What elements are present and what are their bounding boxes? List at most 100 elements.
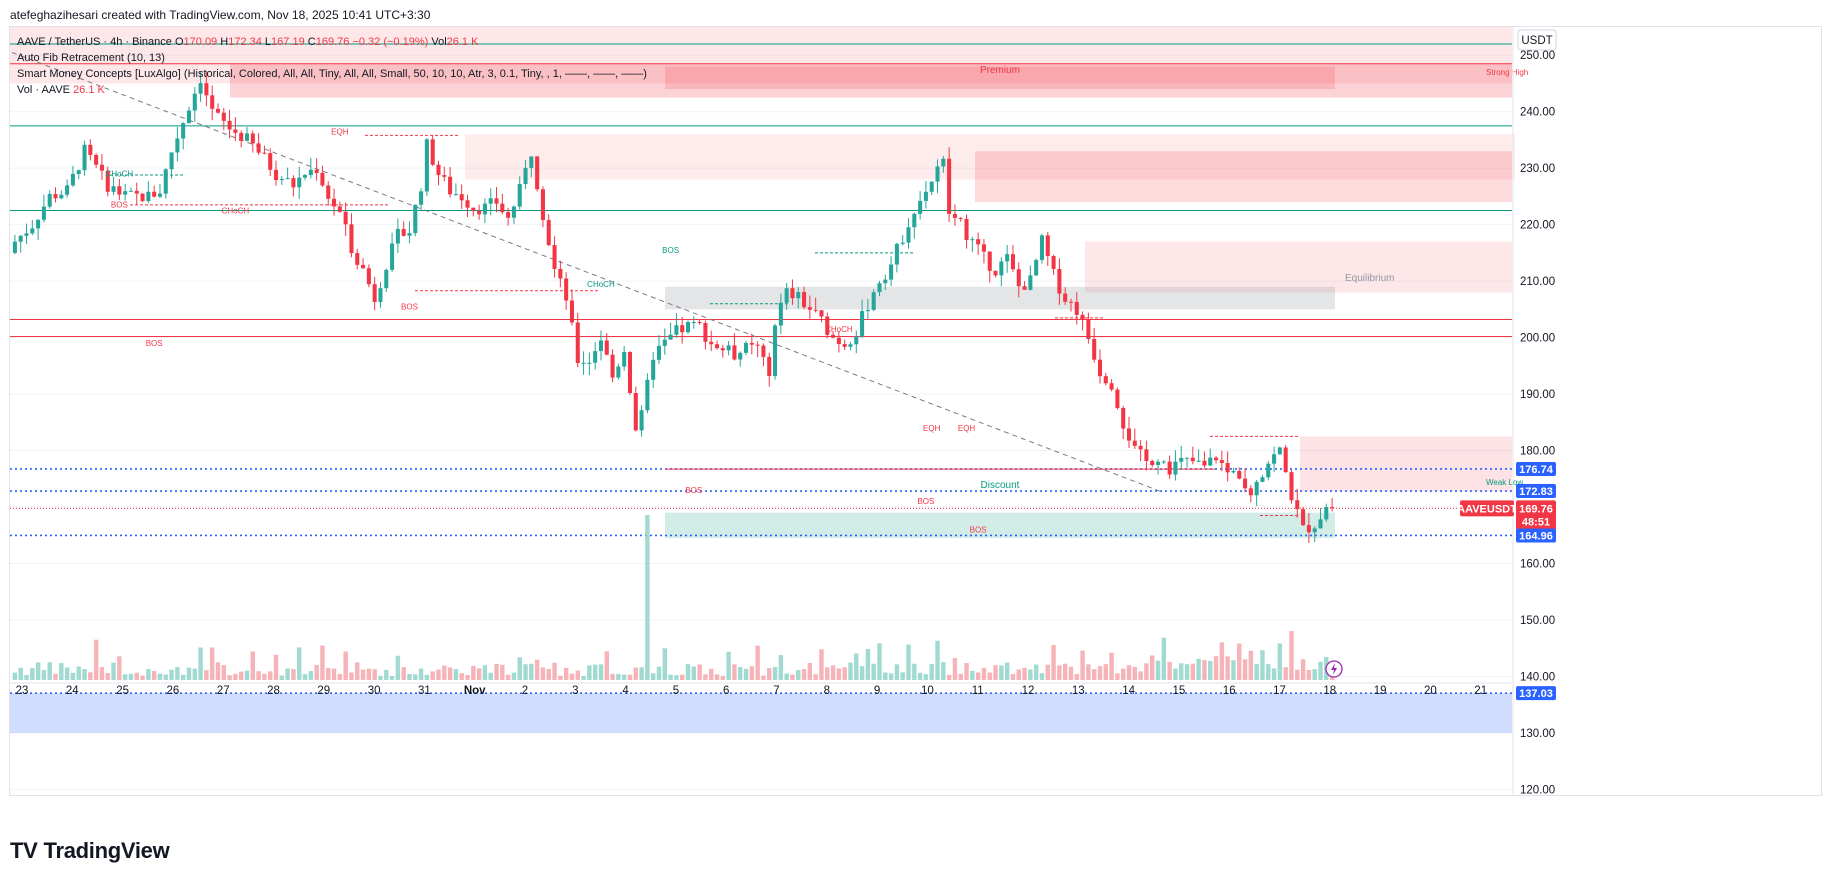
- candle[interactable]: [918, 191, 923, 220]
- candle[interactable]: [401, 221, 406, 237]
- candle[interactable]: [842, 339, 847, 351]
- candle[interactable]: [442, 166, 447, 182]
- candle[interactable]: [1330, 497, 1335, 512]
- lightning-icon[interactable]: [1325, 660, 1343, 678]
- candle[interactable]: [738, 351, 743, 367]
- candle[interactable]: [1045, 231, 1050, 267]
- candle[interactable]: [1109, 378, 1114, 392]
- candle[interactable]: [1126, 416, 1132, 448]
- candle[interactable]: [1121, 405, 1126, 440]
- candle[interactable]: [111, 177, 116, 196]
- candle[interactable]: [778, 293, 783, 335]
- candle[interactable]: [529, 156, 534, 178]
- candle[interactable]: [1086, 312, 1091, 344]
- candle[interactable]: [41, 194, 46, 223]
- candle[interactable]: [1057, 258, 1062, 305]
- candle[interactable]: [1185, 457, 1190, 468]
- candle[interactable]: [88, 139, 93, 161]
- candle[interactable]: [535, 156, 540, 192]
- candle[interactable]: [1010, 244, 1015, 272]
- candle[interactable]: [1051, 254, 1056, 275]
- candle[interactable]: [70, 165, 75, 188]
- candle[interactable]: [1237, 467, 1242, 480]
- candle[interactable]: [1243, 468, 1248, 493]
- candle[interactable]: [186, 106, 192, 124]
- candle[interactable]: [152, 185, 157, 198]
- candle[interactable]: [1138, 440, 1143, 462]
- price-tag[interactable]: 176.74: [1516, 461, 1556, 476]
- candle[interactable]: [123, 183, 128, 201]
- candle[interactable]: [889, 256, 894, 287]
- candle[interactable]: [726, 340, 731, 356]
- candle[interactable]: [773, 323, 778, 380]
- candle[interactable]: [192, 86, 197, 122]
- candle[interactable]: [291, 175, 296, 197]
- candle[interactable]: [883, 274, 888, 290]
- candle[interactable]: [320, 165, 325, 188]
- candle[interactable]: [1190, 446, 1195, 465]
- candle[interactable]: [1005, 244, 1010, 273]
- candle[interactable]: [59, 190, 64, 200]
- candle[interactable]: [622, 345, 627, 371]
- candle[interactable]: [12, 234, 17, 255]
- candle[interactable]: [941, 155, 946, 173]
- currency-button[interactable]: [1517, 29, 1557, 51]
- candle[interactable]: [831, 331, 836, 339]
- candle[interactable]: [1173, 450, 1178, 481]
- candle[interactable]: [1208, 448, 1213, 466]
- candle[interactable]: [273, 160, 279, 186]
- candle[interactable]: [82, 140, 87, 176]
- candle[interactable]: [1196, 449, 1201, 463]
- candle[interactable]: [598, 330, 603, 361]
- legend-symbol[interactable]: AAVE / TetherUS · 4h · Binance: [17, 36, 172, 48]
- candle[interactable]: [65, 179, 70, 198]
- tradingview-brand[interactable]: TV TradingView: [10, 838, 170, 864]
- candle[interactable]: [848, 341, 853, 351]
- candle[interactable]: [569, 289, 574, 326]
- candle[interactable]: [575, 312, 580, 368]
- candle[interactable]: [215, 103, 221, 114]
- candle[interactable]: [1068, 298, 1074, 312]
- candle[interactable]: [140, 193, 145, 203]
- candle[interactable]: [813, 297, 818, 313]
- candle[interactable]: [477, 204, 482, 220]
- candle[interactable]: [877, 280, 882, 297]
- candle[interactable]: [1155, 459, 1161, 475]
- candle[interactable]: [1277, 446, 1282, 455]
- candle[interactable]: [314, 158, 319, 181]
- candle[interactable]: [755, 341, 760, 358]
- candle[interactable]: [1318, 508, 1323, 529]
- candle[interactable]: [1295, 488, 1300, 518]
- candle[interactable]: [552, 236, 557, 278]
- candle[interactable]: [198, 72, 203, 102]
- candle[interactable]: [297, 166, 302, 200]
- candle[interactable]: [163, 168, 168, 199]
- candle[interactable]: [500, 193, 505, 215]
- candle[interactable]: [227, 109, 232, 139]
- candle[interactable]: [18, 234, 23, 253]
- candle[interactable]: [1289, 469, 1294, 504]
- candle[interactable]: [593, 342, 598, 370]
- candle[interactable]: [349, 213, 354, 258]
- candle[interactable]: [430, 135, 435, 167]
- candle[interactable]: [1301, 506, 1306, 527]
- candle[interactable]: [53, 187, 58, 203]
- legend-ohlc-row[interactable]: AAVE / TetherUS · 4h · Binance O170.09 H…: [17, 34, 647, 50]
- candle[interactable]: [935, 159, 940, 194]
- candle[interactable]: [332, 188, 337, 216]
- candle[interactable]: [900, 235, 905, 246]
- candle[interactable]: [790, 279, 795, 305]
- candle[interactable]: [134, 182, 139, 205]
- candle[interactable]: [894, 242, 899, 273]
- candle[interactable]: [285, 167, 290, 180]
- candle[interactable]: [1214, 456, 1219, 464]
- candle[interactable]: [581, 351, 586, 375]
- candle[interactable]: [506, 207, 511, 226]
- candle[interactable]: [691, 316, 696, 329]
- candle[interactable]: [1225, 451, 1230, 482]
- candle[interactable]: [76, 169, 81, 180]
- candle[interactable]: [1312, 526, 1317, 542]
- candle[interactable]: [796, 287, 801, 309]
- candle[interactable]: [465, 194, 470, 218]
